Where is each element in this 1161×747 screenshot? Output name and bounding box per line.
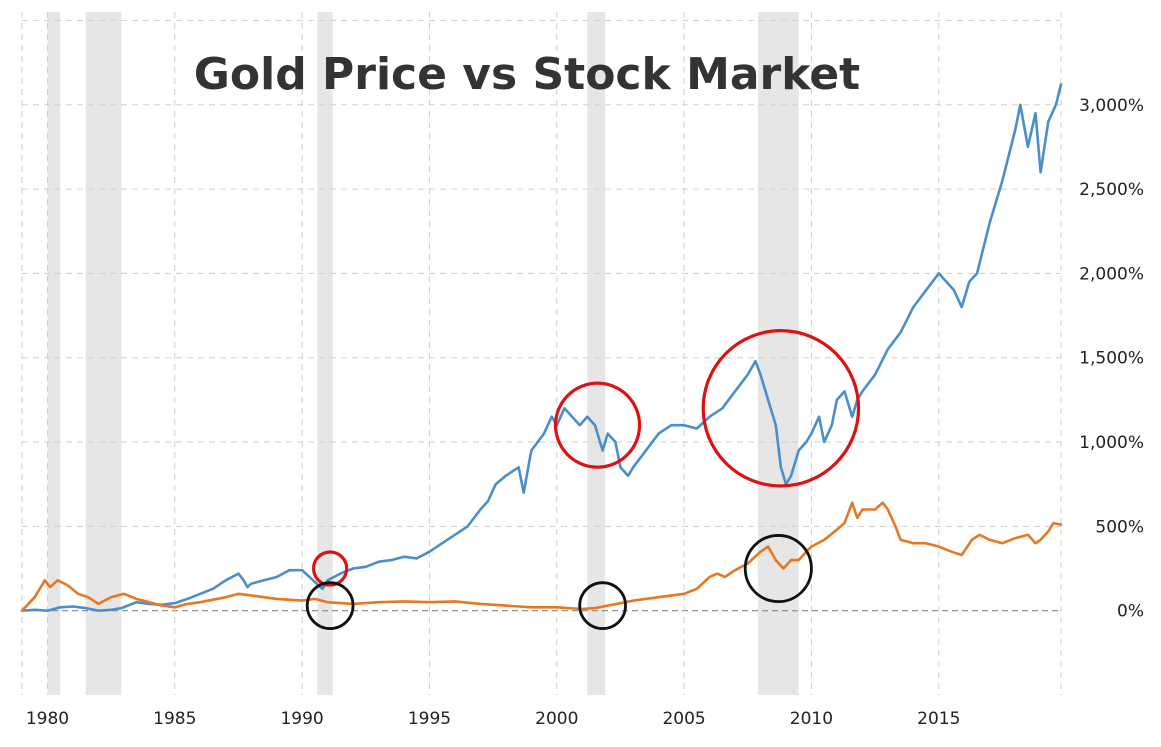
x-tick-label: 2000 bbox=[535, 709, 578, 729]
annotation-circles bbox=[305, 329, 861, 630]
y-tick-label: 1,500% bbox=[1079, 349, 1144, 369]
y-tick-label: 2,500% bbox=[1079, 180, 1144, 200]
annotation-circle-5 bbox=[743, 534, 813, 604]
x-tick-label: 1985 bbox=[153, 709, 196, 729]
recession-band-4 bbox=[757, 12, 799, 695]
y-axis-ticks: 0% 500% 1,000% 1,500% 2,000% 2,500% 3,000% bbox=[1079, 96, 1144, 622]
x-tick-label: 1990 bbox=[280, 709, 323, 729]
y-tick-label: 0% bbox=[1117, 602, 1144, 622]
annotation-circle-1 bbox=[553, 381, 642, 469]
annotation-circle-2 bbox=[701, 329, 861, 488]
gridlines bbox=[21, 12, 1062, 695]
series-lines bbox=[20, 83, 1063, 613]
recession-band-1 bbox=[85, 12, 122, 695]
y-tick-label: 1,000% bbox=[1079, 433, 1144, 453]
x-tick-label: 1995 bbox=[408, 709, 451, 729]
x-axis-ticks: 1980 1985 1990 1995 2000 2005 2010 2015 bbox=[26, 709, 961, 729]
x-tick-label: 2005 bbox=[662, 709, 705, 729]
recession-bands bbox=[47, 12, 799, 695]
annotation-circle-4 bbox=[578, 581, 627, 630]
annotation-circle-0 bbox=[311, 550, 349, 587]
recession-band-0 bbox=[47, 12, 61, 695]
x-tick-label: 2010 bbox=[790, 709, 833, 729]
y-tick-label: 3,000% bbox=[1079, 96, 1144, 116]
x-tick-label: 2015 bbox=[917, 709, 960, 729]
series-line-gold-price bbox=[20, 501, 1063, 613]
y-tick-label: 2,000% bbox=[1079, 264, 1144, 284]
y-tick-label: 500% bbox=[1095, 517, 1144, 537]
x-tick-label: 1980 bbox=[26, 709, 69, 729]
recession-band-3 bbox=[587, 12, 606, 695]
annotation-circle-3 bbox=[305, 581, 355, 630]
series-line-stock-market bbox=[20, 83, 1063, 613]
recession-band-2 bbox=[317, 12, 333, 695]
chart-title: Gold Price vs Stock Market bbox=[194, 49, 860, 100]
